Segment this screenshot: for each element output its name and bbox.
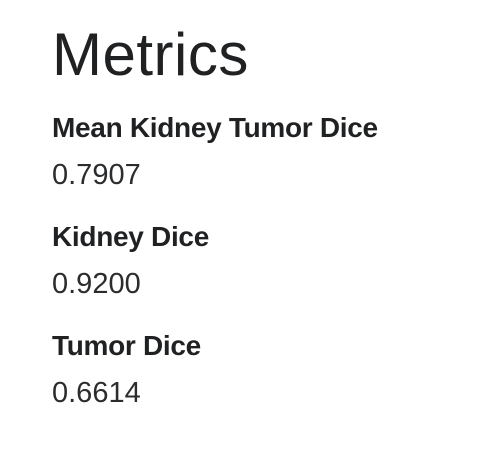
metric-kidney-dice: Kidney Dice 0.9200: [52, 220, 478, 302]
metric-label: Kidney Dice: [52, 221, 209, 252]
page-title: Metrics: [52, 21, 249, 88]
metric-value: 0.7907: [52, 159, 141, 191]
metric-value: 0.9200: [52, 268, 141, 300]
metrics-panel: Metrics Mean Kidney Tumor Dice 0.7907 Ki…: [52, 0, 478, 411]
metric-value: 0.6614: [52, 377, 141, 409]
metric-label: Mean Kidney Tumor Dice: [52, 112, 378, 143]
metric-label: Tumor Dice: [52, 330, 201, 361]
metric-mean-kidney-tumor-dice: Mean Kidney Tumor Dice 0.7907: [52, 111, 478, 193]
metric-tumor-dice: Tumor Dice 0.6614: [52, 329, 478, 411]
